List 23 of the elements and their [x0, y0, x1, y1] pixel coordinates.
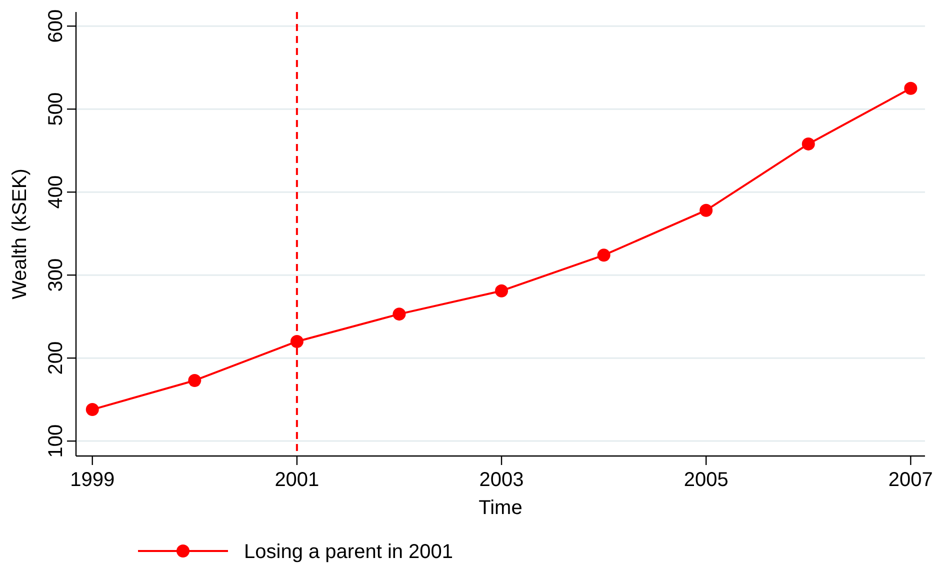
point — [392, 308, 406, 321]
y-tick-label: 400 — [45, 175, 67, 209]
y-axis-title: Wealth (kSEK) — [9, 168, 31, 300]
point — [290, 334, 304, 348]
point — [802, 137, 815, 150]
y-tick-label: 600 — [45, 9, 67, 43]
y-tick-label: 300 — [45, 258, 67, 292]
point — [700, 204, 713, 217]
point — [86, 403, 99, 416]
x-tick-label: 2003 — [479, 469, 524, 491]
x-tick-label: 1999 — [70, 469, 115, 491]
x-tick-label: 2005 — [684, 469, 728, 491]
legend-label: Losing a parent in 2001 — [244, 541, 454, 563]
point — [188, 374, 202, 387]
x-axis-title: Time — [478, 497, 522, 519]
y-tick-label: 200 — [45, 341, 67, 375]
point — [495, 284, 508, 298]
point — [597, 248, 610, 262]
x-tick-label: 2007 — [888, 469, 933, 491]
y-tick-label: 500 — [45, 92, 67, 126]
y-tick-label: 100 — [45, 424, 67, 458]
x-tick-label: 2001 — [274, 469, 320, 491]
point — [904, 82, 918, 95]
